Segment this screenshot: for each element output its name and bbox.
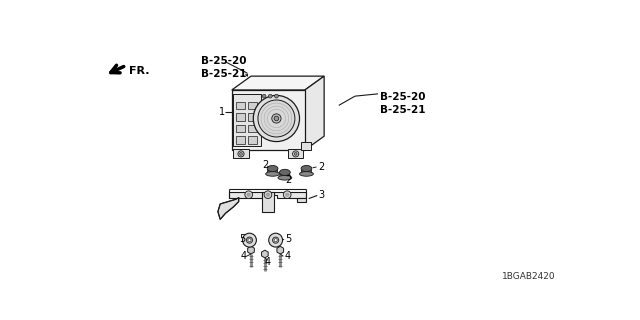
Text: 5: 5 xyxy=(239,234,246,244)
Polygon shape xyxy=(234,94,261,146)
Text: 2: 2 xyxy=(285,175,291,185)
Polygon shape xyxy=(236,124,245,132)
Circle shape xyxy=(247,193,250,196)
Text: B-25-20
B-25-21: B-25-20 B-25-21 xyxy=(201,56,246,78)
Polygon shape xyxy=(234,148,249,158)
Polygon shape xyxy=(262,250,268,258)
Circle shape xyxy=(272,114,281,123)
Circle shape xyxy=(274,116,279,121)
Ellipse shape xyxy=(300,172,314,176)
Polygon shape xyxy=(248,113,257,121)
Ellipse shape xyxy=(267,165,278,172)
Polygon shape xyxy=(236,101,245,109)
Polygon shape xyxy=(280,173,291,178)
Polygon shape xyxy=(288,148,303,158)
Circle shape xyxy=(268,94,272,98)
Ellipse shape xyxy=(266,172,280,176)
Circle shape xyxy=(273,237,279,243)
Circle shape xyxy=(245,191,253,198)
Circle shape xyxy=(246,237,253,243)
Text: 1BGAB2420: 1BGAB2420 xyxy=(502,272,555,281)
Circle shape xyxy=(253,95,300,141)
Circle shape xyxy=(294,153,297,155)
Text: 2: 2 xyxy=(318,162,324,172)
Ellipse shape xyxy=(280,169,291,175)
Polygon shape xyxy=(248,101,257,109)
Polygon shape xyxy=(232,90,305,150)
Text: 4: 4 xyxy=(284,251,290,260)
Text: 3: 3 xyxy=(319,190,325,200)
Polygon shape xyxy=(267,169,278,174)
Polygon shape xyxy=(218,198,239,219)
Text: 4: 4 xyxy=(264,257,270,267)
Circle shape xyxy=(285,193,289,196)
Text: 5: 5 xyxy=(285,234,291,244)
Polygon shape xyxy=(305,76,324,150)
Polygon shape xyxy=(297,198,307,202)
Circle shape xyxy=(269,233,283,247)
Circle shape xyxy=(238,151,244,157)
Ellipse shape xyxy=(278,175,292,180)
Circle shape xyxy=(266,193,269,196)
Circle shape xyxy=(292,151,299,157)
Polygon shape xyxy=(301,169,312,174)
Polygon shape xyxy=(248,124,257,132)
Circle shape xyxy=(284,191,291,198)
Text: 4: 4 xyxy=(241,251,247,260)
Polygon shape xyxy=(232,76,324,90)
Polygon shape xyxy=(236,113,245,121)
Text: 1: 1 xyxy=(219,107,225,116)
Circle shape xyxy=(248,239,251,242)
Polygon shape xyxy=(230,192,307,198)
Polygon shape xyxy=(277,246,284,254)
Text: B-25-20
B-25-21: B-25-20 B-25-21 xyxy=(380,92,426,115)
Circle shape xyxy=(258,100,295,137)
Text: 2: 2 xyxy=(262,160,268,171)
Circle shape xyxy=(243,233,257,247)
Ellipse shape xyxy=(301,165,312,172)
Circle shape xyxy=(262,94,266,98)
Polygon shape xyxy=(301,142,311,150)
Polygon shape xyxy=(248,136,257,144)
Text: FR.: FR. xyxy=(129,66,150,76)
Circle shape xyxy=(264,191,272,198)
Circle shape xyxy=(239,153,243,155)
Circle shape xyxy=(274,239,277,242)
Polygon shape xyxy=(248,246,254,254)
Polygon shape xyxy=(262,192,274,212)
Polygon shape xyxy=(236,136,245,144)
Circle shape xyxy=(275,94,278,98)
